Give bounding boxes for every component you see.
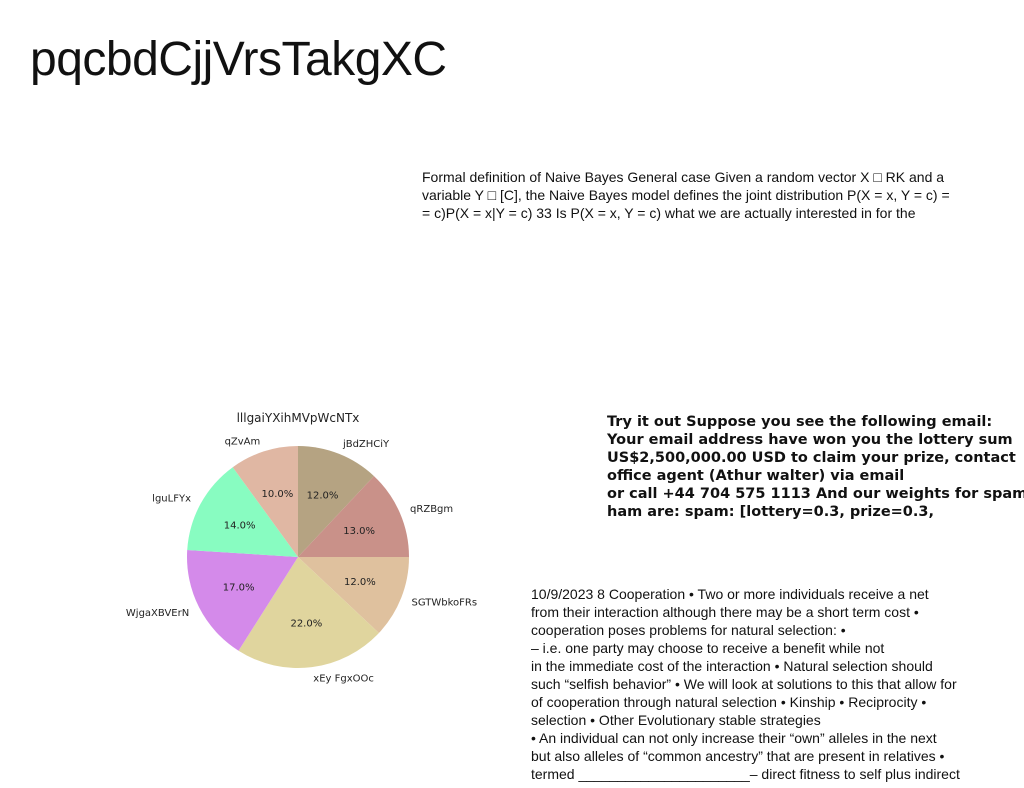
pie-slice — [298, 476, 409, 557]
naive-bayes-line: = c)P(X = x|Y = c) 33 Is P(X = x, Y = c)… — [422, 205, 916, 221]
slice-category-label: SGTWbkoFRs — [412, 597, 478, 608]
cooperation-line: from their interaction although there ma… — [531, 604, 919, 620]
spam-email-text: Try it out Suppose you see the following… — [607, 413, 1024, 521]
chart-title: lllgaiYXihMVpWcNTx — [237, 411, 360, 425]
spam-line: US$2,500,000.00 USD to claim your prize,… — [607, 450, 1016, 466]
slice-percent-label: 22.0% — [290, 619, 322, 630]
slice-category-label: lguLFYx — [152, 494, 191, 505]
page-title: pqcbdCjjVrsTakgXC — [30, 33, 447, 86]
naive-bayes-line: variable Y □ [C], the Naive Bayes model … — [422, 187, 950, 203]
cooperation-line: such “selfish behavior” • We will look a… — [531, 676, 957, 692]
spam-line: Your email address have won you the lott… — [607, 432, 1013, 448]
cooperation-line: of cooperation through natural selection… — [531, 694, 927, 710]
pie-slice — [232, 446, 298, 557]
pie-slice — [187, 550, 298, 651]
pie-slice — [187, 467, 298, 557]
slice-category-label: jBdZHCiY — [342, 439, 390, 450]
spam-line: ham are: spam: [lottery=0.3, prize=0.3, — [607, 504, 935, 520]
slice-percent-label: 12.0% — [344, 577, 376, 588]
cooperation-text: 10/9/2023 8 Cooperation • Two or more in… — [531, 585, 960, 783]
slice-percent-label: 14.0% — [224, 520, 256, 531]
slice-category-label: qZvAm — [225, 436, 261, 447]
slice-percent-label: 12.0% — [307, 491, 339, 502]
cooperation-line: • An individual can not only increase th… — [531, 730, 937, 746]
spam-line: Try it out Suppose you see the following… — [607, 414, 993, 430]
spam-line: office agent (Athur walter) via email — [607, 468, 905, 484]
pie-slice — [298, 557, 409, 633]
slice-category-label: WjgaXBVErN — [126, 608, 189, 619]
spam-line: or call +44 704 575 1113 And our weights… — [607, 486, 1024, 502]
cooperation-line: but also alleles of “common ancestry” th… — [531, 748, 945, 764]
cooperation-line: 10/9/2023 8 Cooperation • Two or more in… — [531, 586, 929, 602]
cooperation-line: selection • Other Evolutionary stable st… — [531, 712, 821, 728]
slice-percent-label: 17.0% — [223, 583, 255, 594]
cooperation-line: cooperation poses problems for natural s… — [531, 622, 846, 638]
pie-slice — [298, 446, 374, 557]
pie-chart: lllgaiYXihMVpWcNTx 12.0% jBdZHCiY 13.0% qRZ… — [126, 411, 478, 685]
cooperation-line: in the immediate cost of the interaction… — [531, 658, 933, 674]
slice-percent-label: 10.0% — [262, 489, 294, 500]
slice-category-label: qRZBgm — [410, 504, 453, 515]
slice-category-label: xEy FgxOOc — [313, 674, 374, 685]
pie-slice — [238, 557, 379, 668]
naive-bayes-line: Formal definition of Naive Bayes General… — [422, 169, 945, 185]
slice-percent-label: 13.0% — [343, 526, 375, 537]
naive-bayes-text: Formal definition of Naive Bayes General… — [422, 168, 950, 222]
cooperation-line: – i.e. one party may choose to receive a… — [531, 640, 885, 656]
cooperation-line: termed ______________________– direct fi… — [531, 766, 960, 782]
